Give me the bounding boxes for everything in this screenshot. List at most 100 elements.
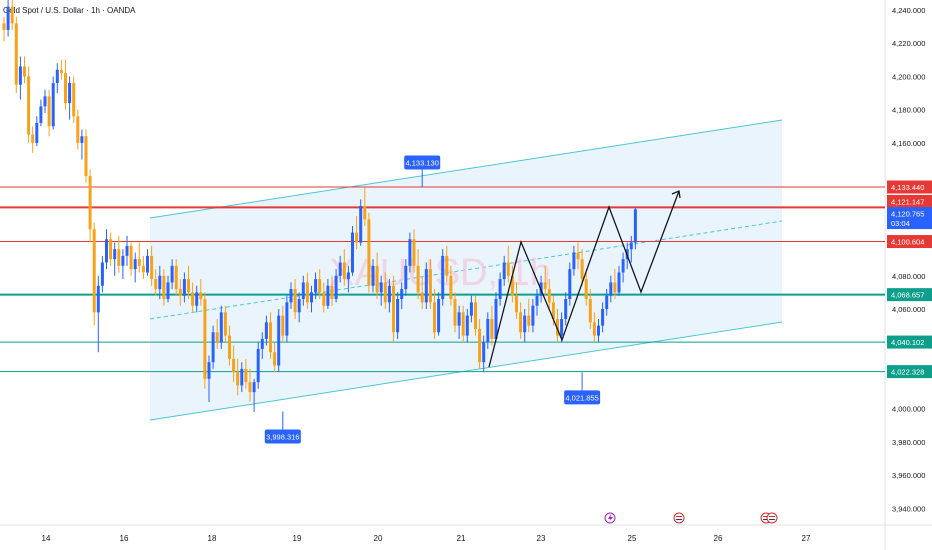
candle[interactable] [215, 318, 219, 349]
candle[interactable] [31, 126, 35, 153]
candle[interactable] [441, 249, 445, 306]
candle[interactable] [232, 345, 236, 383]
candle[interactable] [523, 309, 527, 343]
candle[interactable] [371, 259, 375, 293]
candle[interactable] [170, 259, 174, 290]
candle[interactable] [396, 292, 400, 339]
candle[interactable] [158, 265, 162, 300]
price-tag[interactable] [887, 365, 932, 379]
candle[interactable] [211, 325, 215, 369]
candle[interactable] [240, 362, 244, 393]
candle[interactable] [326, 279, 330, 310]
price-callout[interactable] [404, 155, 441, 170]
us-flag-event-icon[interactable] [673, 512, 685, 524]
candle[interactable] [244, 358, 248, 389]
candle[interactable] [117, 235, 121, 273]
candle[interactable] [617, 265, 621, 296]
candle[interactable] [178, 279, 182, 306]
candle[interactable] [478, 318, 482, 369]
candle[interactable] [535, 289, 539, 316]
candle[interactable] [469, 295, 473, 323]
candle[interactable] [449, 265, 453, 306]
candle[interactable] [510, 265, 514, 303]
candle[interactable] [236, 358, 240, 396]
candle[interactable] [597, 318, 600, 343]
candle[interactable] [363, 187, 367, 226]
candle[interactable] [6, 0, 10, 37]
candle[interactable] [121, 249, 125, 280]
candle[interactable] [92, 222, 96, 326]
candle[interactable] [580, 249, 584, 286]
channel-upper-line[interactable] [149, 119, 783, 219]
candle[interactable] [527, 299, 531, 333]
candle[interactable] [420, 275, 424, 310]
candle[interactable] [576, 242, 580, 270]
us-flag-event-icon[interactable] [766, 512, 778, 524]
candle[interactable] [519, 302, 523, 339]
candle[interactable] [248, 368, 252, 403]
candle[interactable] [465, 309, 469, 343]
candle[interactable] [96, 275, 100, 353]
price-tag[interactable] [887, 335, 932, 349]
candle[interactable] [334, 269, 338, 303]
candle[interactable] [285, 295, 289, 343]
candle[interactable] [621, 252, 625, 283]
candle[interactable] [141, 255, 145, 280]
candle[interactable] [547, 279, 551, 310]
candle[interactable] [433, 289, 436, 339]
candle[interactable] [560, 312, 564, 343]
channel-mid-line[interactable] [149, 220, 783, 320]
price-tag[interactable] [887, 288, 932, 302]
candle[interactable] [301, 275, 305, 306]
candle[interactable] [199, 279, 203, 306]
candle[interactable] [400, 282, 404, 310]
candle[interactable] [543, 265, 547, 296]
candle[interactable] [264, 315, 268, 346]
candle[interactable] [23, 56, 26, 84]
candle[interactable] [88, 169, 92, 243]
candle[interactable] [105, 229, 108, 270]
candle[interactable] [150, 245, 154, 286]
candle[interactable] [367, 212, 371, 293]
candle[interactable] [592, 312, 596, 343]
candle[interactable] [14, 16, 18, 94]
candle[interactable] [461, 305, 465, 343]
candle[interactable] [277, 309, 281, 373]
candle[interactable] [162, 269, 166, 306]
candle[interactable] [633, 207, 637, 250]
candle[interactable] [482, 335, 486, 373]
candle[interactable] [191, 282, 195, 313]
price-callout[interactable] [264, 429, 301, 444]
candle[interactable] [109, 232, 113, 266]
candle[interactable] [133, 252, 137, 283]
candle[interactable] [338, 255, 342, 283]
candle[interactable] [584, 269, 588, 306]
candle[interactable] [392, 275, 395, 343]
candle[interactable] [342, 249, 346, 286]
candle[interactable] [318, 269, 322, 300]
candle[interactable] [486, 312, 490, 349]
price-tag[interactable] [887, 180, 932, 194]
candle[interactable] [72, 76, 76, 123]
candle[interactable] [330, 275, 334, 306]
candle[interactable] [445, 245, 449, 283]
candle[interactable] [322, 282, 326, 313]
candle[interactable] [437, 292, 441, 336]
candle[interactable] [412, 229, 416, 273]
candle[interactable] [55, 63, 59, 94]
candle[interactable] [228, 325, 231, 366]
candle[interactable] [383, 272, 387, 310]
candle[interactable] [572, 245, 576, 276]
candle[interactable] [207, 355, 211, 403]
candle[interactable] [346, 265, 350, 293]
candle[interactable] [502, 255, 506, 286]
candle[interactable] [428, 259, 432, 310]
candle[interactable] [219, 305, 223, 349]
candle[interactable] [506, 245, 510, 283]
candle[interactable] [137, 242, 141, 273]
candle[interactable] [601, 302, 605, 333]
candle[interactable] [10, 0, 14, 30]
candle[interactable] [80, 129, 84, 160]
candle[interactable] [68, 76, 72, 120]
candle[interactable] [375, 252, 379, 300]
